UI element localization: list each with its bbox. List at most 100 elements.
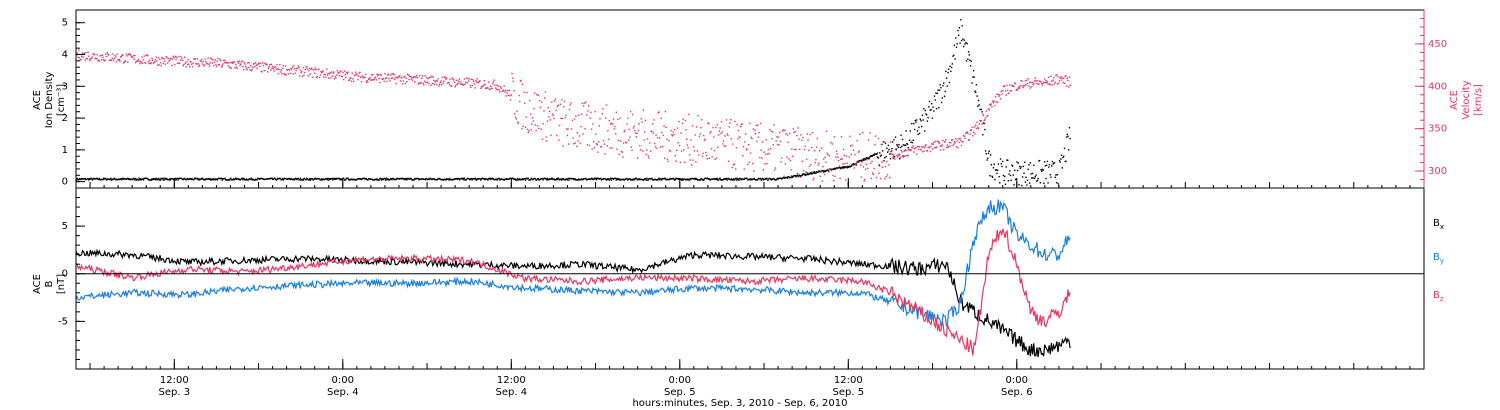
data-point xyxy=(1031,177,1033,179)
data-point xyxy=(209,178,211,180)
data-point xyxy=(771,137,773,140)
data-point xyxy=(787,141,789,144)
data-point xyxy=(126,55,128,57)
data-point xyxy=(1016,161,1018,163)
data-point xyxy=(315,68,317,71)
data-point xyxy=(402,80,404,82)
data-point xyxy=(489,177,491,179)
data-point xyxy=(1068,86,1070,88)
data-point xyxy=(791,155,794,157)
data-point xyxy=(626,177,628,180)
data-point xyxy=(940,149,942,151)
data-point xyxy=(667,160,669,163)
data-point xyxy=(514,113,516,115)
data-point xyxy=(1060,76,1062,78)
data-point xyxy=(733,163,735,165)
data-point xyxy=(433,83,436,85)
data-point xyxy=(1048,76,1050,78)
data-point xyxy=(776,136,778,138)
data-point xyxy=(519,80,522,82)
data-point xyxy=(997,101,999,104)
data-point xyxy=(853,167,855,169)
data-point xyxy=(648,157,650,159)
data-point xyxy=(610,177,612,179)
data-point xyxy=(1060,158,1062,160)
data-point xyxy=(460,177,463,180)
data-point xyxy=(928,147,931,149)
data-point xyxy=(310,68,312,70)
data-point xyxy=(1021,80,1023,82)
data-point xyxy=(953,44,956,46)
data-point xyxy=(98,60,101,62)
data-point xyxy=(277,68,279,70)
data-point xyxy=(769,147,772,150)
data-point xyxy=(654,146,657,148)
data-point xyxy=(938,107,940,109)
data-point xyxy=(371,79,373,81)
data-point xyxy=(705,151,707,154)
data-point xyxy=(454,86,456,88)
data-point xyxy=(695,161,697,163)
data-point xyxy=(857,160,859,162)
data-point xyxy=(159,178,161,180)
data-point xyxy=(803,148,806,151)
data-point xyxy=(899,156,902,158)
data-point xyxy=(703,139,706,141)
data-point xyxy=(91,179,93,181)
data-point xyxy=(1000,163,1002,165)
data-point xyxy=(764,178,766,181)
data-point xyxy=(157,178,159,181)
data-point xyxy=(971,126,973,129)
data-point xyxy=(348,79,351,81)
data-point xyxy=(915,121,917,123)
data-point xyxy=(95,58,98,60)
data-point xyxy=(615,179,618,181)
data-point xyxy=(91,56,93,58)
data-point xyxy=(388,78,390,80)
data-point xyxy=(737,138,739,140)
data-point xyxy=(1048,166,1050,168)
data-point xyxy=(505,95,507,97)
data-point xyxy=(720,121,723,123)
data-point xyxy=(929,109,931,111)
data-point xyxy=(886,174,889,176)
data-point xyxy=(555,109,557,112)
data-point xyxy=(889,158,892,160)
data-point xyxy=(1038,83,1040,85)
data-point xyxy=(776,143,779,146)
data-point xyxy=(569,104,571,106)
data-point xyxy=(770,130,772,132)
data-point xyxy=(646,138,649,140)
data-point xyxy=(344,73,346,76)
data-point xyxy=(782,129,784,131)
data-point xyxy=(964,137,966,139)
data-point xyxy=(211,62,213,64)
data-point xyxy=(442,179,444,181)
data-point xyxy=(888,148,890,151)
data-point xyxy=(509,177,512,179)
data-point xyxy=(466,82,468,84)
data-point xyxy=(182,178,184,181)
data-point xyxy=(139,178,142,180)
y-tick-label: 2 xyxy=(62,113,68,124)
data-point xyxy=(616,148,618,150)
data-point xyxy=(112,59,115,62)
data-point xyxy=(452,178,454,180)
data-point xyxy=(529,179,531,181)
data-point xyxy=(460,83,463,85)
data-point xyxy=(210,178,213,181)
data-point xyxy=(236,67,238,70)
data-point xyxy=(297,177,299,180)
data-point xyxy=(424,179,427,181)
data-point xyxy=(970,129,973,131)
x-tick-date: Sep. 5 xyxy=(664,387,696,398)
data-point xyxy=(420,178,422,181)
data-point xyxy=(262,64,265,67)
data-point xyxy=(524,179,527,181)
data-point xyxy=(977,126,979,128)
data-point xyxy=(507,94,510,96)
data-point xyxy=(302,179,304,181)
data-point xyxy=(766,177,768,179)
data-point xyxy=(646,149,648,151)
data-point xyxy=(271,177,273,179)
